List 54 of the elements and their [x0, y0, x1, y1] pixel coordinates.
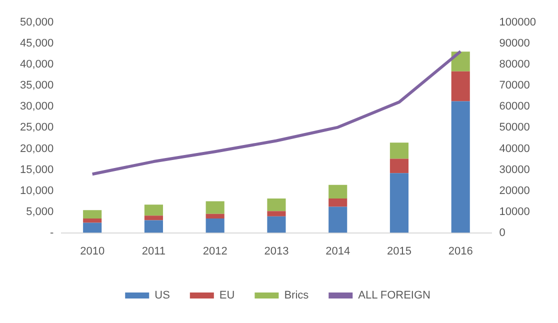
bar	[328, 198, 348, 207]
bar	[451, 71, 470, 102]
bar	[144, 204, 163, 216]
bar	[328, 206, 348, 233]
y-tick-label: 50,000	[20, 16, 54, 29]
y-tick-label: 40,000	[20, 58, 54, 71]
y2-tick-label: 80000	[499, 58, 530, 71]
legend-label: Brics	[284, 290, 310, 302]
bar	[144, 216, 163, 220]
x-tick-label: 2012	[202, 245, 228, 258]
bar	[451, 101, 470, 233]
bar	[267, 198, 286, 212]
y2-tick-label: 60000	[499, 100, 530, 113]
x-tick-label: 2014	[326, 245, 350, 258]
y-tick-label: 20,000	[20, 142, 54, 155]
y-tick-label: 25,000	[20, 122, 54, 134]
y2-tick-label: 10000	[499, 206, 530, 218]
y2-tick-label: 70000	[499, 80, 530, 92]
legend-label: EU	[219, 290, 235, 302]
x-tick-label: 2011	[142, 245, 166, 258]
y2-tick-label: 50000	[499, 122, 530, 134]
bar	[206, 218, 224, 233]
y-tick-label: 45,000	[20, 38, 54, 50]
bar	[328, 184, 348, 199]
y2-tick-label: 0	[499, 226, 506, 239]
y2-tick-label: 30000	[499, 164, 530, 176]
bar	[206, 201, 224, 214]
bar	[267, 216, 286, 233]
legend-label: ALL FOREIGN	[358, 290, 431, 302]
bar	[83, 210, 102, 219]
bar	[83, 222, 102, 233]
bar	[83, 218, 102, 223]
x-tick-label: 2015	[386, 245, 412, 258]
y-tick-label: -	[50, 226, 54, 239]
y-tick-label: 30,000	[20, 100, 54, 113]
x-tick-label: 2013	[264, 245, 289, 258]
bar	[390, 142, 409, 159]
y2-tick-label: 90000	[499, 38, 530, 50]
y2-tick-label: 100000	[499, 16, 536, 29]
y-tick-label: 5,000	[26, 206, 54, 218]
y-tick-label: 35,000	[20, 80, 54, 92]
y2-tick-label: 20000	[499, 184, 530, 197]
bar	[390, 158, 409, 174]
bar	[144, 220, 163, 233]
bar	[451, 52, 470, 72]
bar	[206, 214, 224, 219]
bar	[267, 211, 286, 216]
y-tick-label: 10,000	[20, 184, 54, 197]
legend-label: US	[154, 290, 170, 302]
y-tick-label: 15,000	[20, 164, 54, 176]
x-tick-label: 2016	[448, 245, 473, 258]
x-tick-label: 2010	[80, 245, 105, 258]
y2-tick-label: 40000	[499, 142, 530, 155]
bar	[390, 173, 409, 233]
